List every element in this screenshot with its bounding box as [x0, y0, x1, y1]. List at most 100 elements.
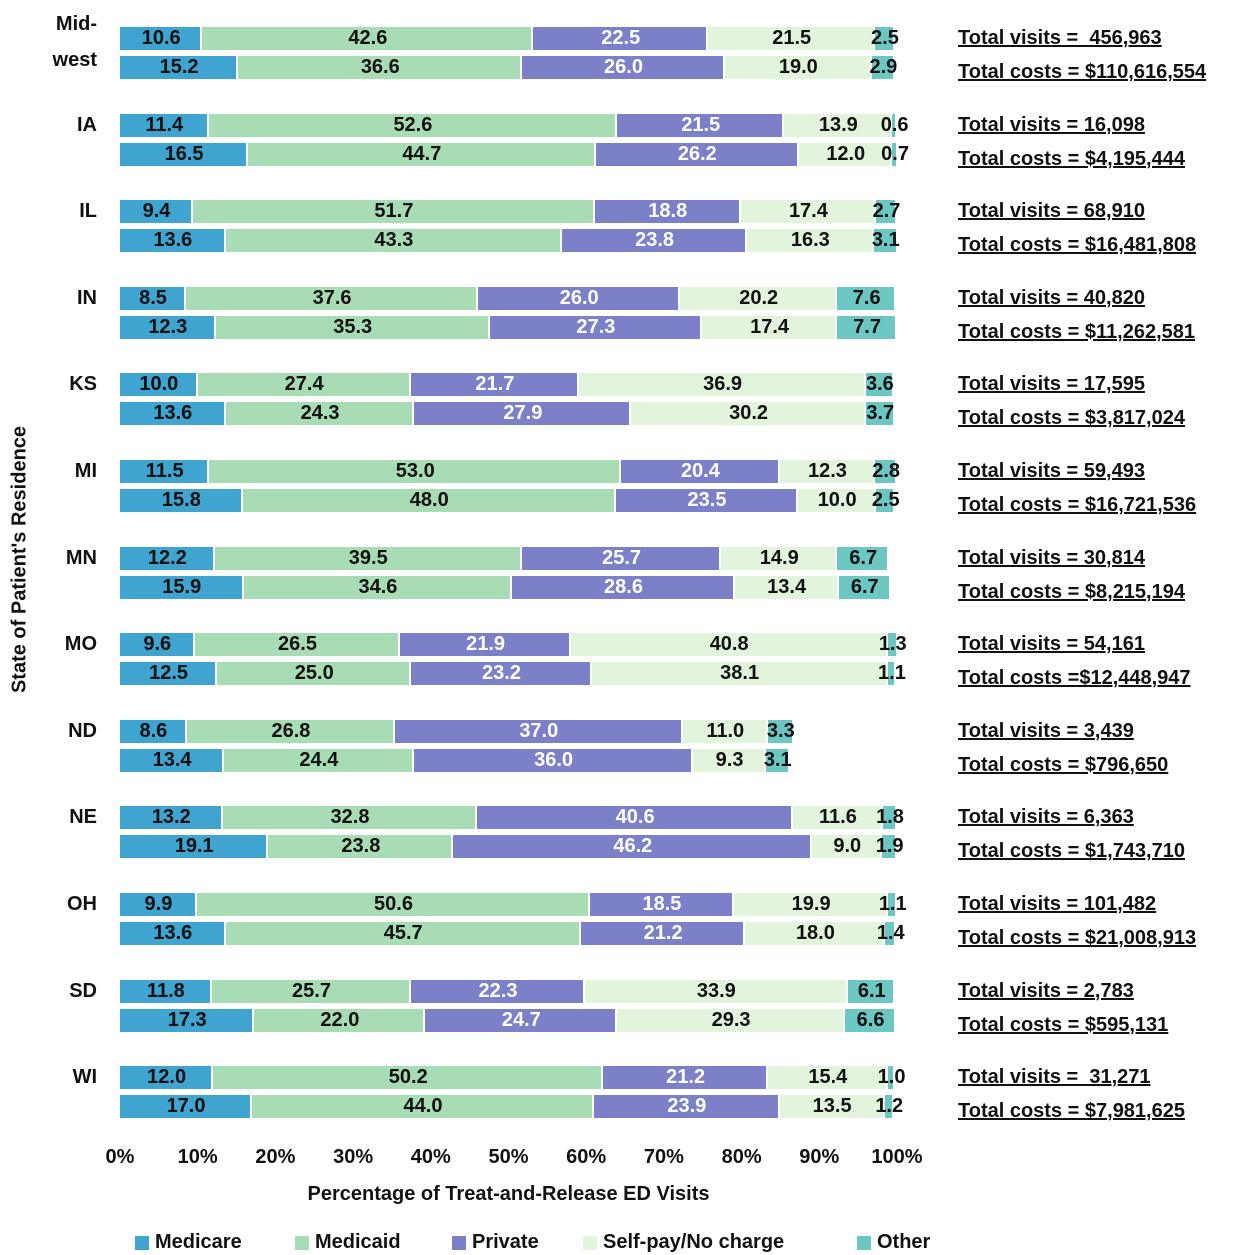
bar-segment	[414, 402, 632, 426]
data-label: 3.6	[865, 373, 894, 396]
bar-segment	[884, 1095, 894, 1119]
data-label: 48.0	[409, 489, 449, 511]
bar-segment	[268, 835, 454, 859]
data-label: 0.7	[881, 142, 909, 165]
data-label: 37.0	[519, 719, 559, 742]
data-label: 17.4	[750, 315, 790, 338]
bar-segment	[213, 1066, 604, 1090]
x-tick-label: 90%	[799, 1146, 840, 1168]
bar-segment	[812, 835, 883, 859]
data-label: 17.4	[788, 200, 828, 223]
data-label: 33.9	[696, 979, 736, 1002]
bar-segment	[590, 893, 734, 916]
bar-segment	[197, 373, 411, 397]
bar-segment	[631, 402, 866, 426]
total-costs: Total costs = $16,721,536	[958, 494, 1197, 516]
bar-segment	[395, 719, 683, 743]
category-label: IL	[79, 200, 97, 223]
bar-segment	[680, 286, 838, 310]
data-label: 21.2	[666, 1066, 706, 1089]
data-label: 11.0	[706, 719, 745, 742]
data-label: 1.2	[875, 1095, 904, 1118]
bar-segment	[120, 142, 249, 166]
bar-segment	[837, 315, 897, 339]
total-costs: Total costs = $21,008,913	[958, 927, 1197, 949]
data-label: 21.5	[681, 113, 721, 136]
bar-segment	[410, 373, 580, 397]
data-label: 16.5	[164, 142, 204, 165]
data-label: 23.8	[341, 835, 381, 858]
category-label: KS	[69, 373, 97, 396]
data-label: 50.6	[374, 893, 413, 915]
bar-segment	[838, 575, 891, 599]
data-label: 1.8	[876, 806, 904, 829]
total-visits: Total visits = 54,161	[958, 633, 1145, 656]
data-label: 18.0	[795, 922, 835, 944]
bar-segment	[120, 1095, 253, 1119]
total-visits: Total visits = 31,271	[958, 1066, 1151, 1089]
data-label: 14.9	[759, 546, 799, 569]
bar-segment	[798, 489, 876, 512]
bar-segment	[120, 200, 194, 224]
bar-segment	[876, 200, 897, 224]
bar-segment	[413, 748, 694, 772]
x-axis-title: Percentage of Treat-and-Release ED Visit…	[307, 1183, 710, 1205]
data-label: 21.7	[475, 373, 515, 396]
bar-segment	[248, 142, 596, 166]
data-label: 22.3	[478, 979, 518, 1002]
data-label: 36.9	[703, 373, 743, 396]
total-costs: Total costs = $3,817,024	[958, 407, 1185, 430]
bar-segment	[875, 27, 895, 50]
data-label: 21.9	[466, 633, 506, 656]
bar-segment	[734, 575, 839, 599]
bar-segment	[211, 979, 412, 1003]
data-label: 45.7	[383, 922, 423, 944]
data-label: 13.6	[153, 402, 193, 425]
bar-segment	[120, 402, 226, 426]
data-label: 30.2	[729, 402, 769, 425]
bar-segment	[411, 662, 592, 686]
bar-segment	[765, 748, 790, 772]
bar-segment	[883, 806, 897, 830]
bar-segment	[848, 979, 896, 1003]
data-label: 26.5	[278, 633, 317, 656]
bar-segment	[215, 315, 490, 339]
bar-segment	[242, 489, 616, 512]
bar-segment	[238, 56, 523, 79]
data-label: 36.6	[360, 56, 400, 78]
bar-segment	[799, 142, 893, 166]
bar-segment	[478, 286, 681, 310]
total-visits: Total visits = 59,493	[958, 460, 1145, 482]
total-costs: Total costs =$12,448,947	[958, 667, 1191, 690]
data-label: 36.0	[534, 748, 574, 771]
bar-segment	[792, 806, 883, 830]
bar-segment	[882, 835, 897, 859]
bar-segment	[120, 286, 187, 310]
data-label: 28.6	[604, 575, 643, 598]
total-costs: Total costs = $11,262,581	[958, 320, 1196, 343]
data-label: 9.0	[833, 835, 862, 858]
x-tick-label: 60%	[566, 1146, 607, 1168]
data-label: 23.9	[667, 1095, 707, 1118]
bar-segment	[120, 633, 195, 657]
legend-label: Self-pay/No charge	[603, 1231, 785, 1253]
legend-swatch	[857, 1236, 871, 1250]
bar-segment	[562, 229, 748, 253]
bar-segment	[595, 142, 800, 166]
x-tick-label: 70%	[643, 1146, 684, 1168]
data-label: 53.0	[395, 460, 435, 482]
bar-segment	[865, 373, 894, 397]
bar-segment	[745, 922, 886, 945]
bar-segment	[225, 402, 415, 426]
bar-segment	[580, 922, 746, 945]
bar-segment	[120, 835, 269, 859]
data-label: 11.5	[145, 460, 184, 482]
bar-segment	[747, 229, 874, 253]
category-label: MN	[65, 546, 97, 569]
category-label: MI	[74, 460, 97, 482]
x-tick-label: 30%	[333, 1146, 374, 1168]
legend-swatch	[135, 1236, 149, 1250]
total-costs: Total costs = $8,215,194	[958, 580, 1185, 603]
bar-segment	[120, 922, 226, 945]
bar-segment	[892, 113, 897, 137]
